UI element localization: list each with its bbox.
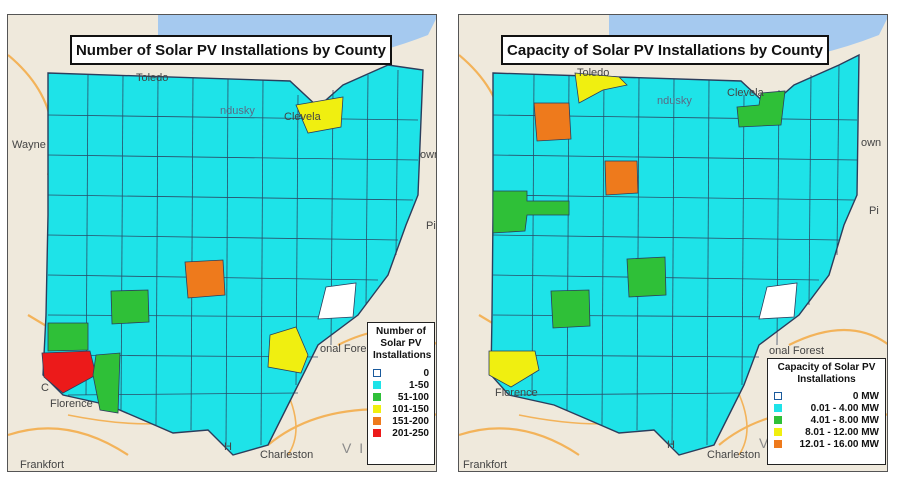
county-allen — [492, 190, 570, 234]
county-washington — [317, 282, 357, 320]
installations-map-panel: Number of Solar PV Installations by Coun… — [7, 14, 437, 472]
label-sandusky: ndusky — [220, 105, 255, 117]
ohio-state — [490, 53, 860, 456]
county-washington — [758, 282, 798, 320]
county-lucas — [574, 72, 628, 104]
legend-label: 0 MW — [852, 390, 879, 402]
legend-swatch — [373, 369, 381, 377]
county-hamilton — [41, 350, 97, 394]
county-clermont — [92, 352, 121, 414]
legend-label: 51-100 — [397, 391, 429, 403]
legend-label: 0 — [423, 367, 429, 379]
legend-item: 0 — [373, 367, 429, 379]
legend-swatch — [774, 416, 782, 424]
legend-label: 8.01 - 12.00 MW — [805, 426, 879, 438]
legend-label: 1-50 — [408, 379, 429, 391]
capacity-map-panel: Capacity of Solar PV Installations by Co… — [458, 14, 888, 472]
legend-swatch — [774, 440, 782, 448]
legend-title: Capacity of Solar PV Installations — [777, 362, 876, 385]
legend-swatch — [774, 392, 782, 400]
legend-item: 51-100 — [373, 391, 429, 403]
county-cuyahoga — [736, 90, 786, 128]
label-pi: Pi — [426, 220, 436, 232]
legend-item: 101-150 — [373, 403, 429, 415]
county-athens — [267, 326, 309, 374]
legend-item: 4.01 - 8.00 MW — [774, 414, 879, 426]
label-charleston: Charleston — [707, 449, 761, 461]
legend-item: 201-250 — [373, 427, 429, 439]
legend-label: 201-250 — [392, 427, 429, 439]
label-toledo: Toledo — [136, 72, 169, 84]
county-montgomery — [110, 289, 150, 325]
label-frankfort: Frankfort — [463, 459, 508, 471]
legend-item: 151-200 — [373, 415, 429, 427]
label-town: own — [420, 149, 436, 161]
label-cleveland: Clevela — [727, 87, 764, 99]
label-pi: Pi — [869, 205, 879, 217]
legend-item: 0.01 - 4.00 MW — [774, 402, 879, 414]
label-virginia: V — [759, 435, 769, 451]
label-frankfort: Frankfort — [20, 459, 65, 471]
legend-label: 101-150 — [392, 403, 429, 415]
label-florence: Florence — [50, 398, 93, 410]
legend-item: 8.01 - 12.00 MW — [774, 426, 879, 438]
legend-title: Number of Solar PV Installations — [373, 326, 432, 361]
legend-item: 1-50 — [373, 379, 429, 391]
label-town: own — [861, 137, 882, 149]
legend-item: 12.01 - 16.00 MW — [774, 438, 879, 450]
county-franklin — [626, 256, 667, 298]
label-c: C — [41, 382, 49, 394]
legend-swatch — [774, 404, 782, 412]
label-hn: H — [667, 439, 675, 451]
label-florence: Florence — [495, 387, 538, 399]
ohio-state — [42, 64, 424, 456]
county-cuyahoga — [295, 96, 344, 134]
legend-swatch — [373, 405, 381, 413]
county-wood — [533, 102, 572, 142]
county-butler — [47, 322, 89, 352]
map-title: Capacity of Solar PV Installations by Co… — [501, 35, 829, 65]
legend: Capacity of Solar PV Installations 0 MW … — [767, 358, 886, 465]
legend-item: 0 MW — [774, 390, 879, 402]
legend-label: 151-200 — [392, 415, 429, 427]
label-sandusky: ndusky — [657, 95, 692, 107]
label-toledo: Toledo — [577, 67, 610, 79]
county-montgomery — [550, 289, 591, 329]
legend-swatch — [774, 428, 782, 436]
label-national-forest: onal Forest — [769, 345, 825, 357]
county-franklin — [184, 259, 226, 299]
legend-label: 12.01 - 16.00 MW — [799, 438, 879, 450]
label-national-forest: onal Forest — [320, 343, 376, 355]
legend-swatch — [373, 429, 381, 437]
county-crawford — [604, 160, 639, 196]
label-wayne: Wayne — [12, 139, 46, 151]
legend-swatch — [373, 393, 381, 401]
label-hn: H — [224, 441, 232, 453]
county-hamilton — [488, 350, 540, 388]
label-charleston: Charleston — [260, 449, 314, 461]
label-cleveland: Clevela — [284, 111, 321, 123]
legend-swatch — [373, 417, 381, 425]
legend-swatch — [373, 381, 381, 389]
map-title: Number of Solar PV Installations by Coun… — [70, 35, 392, 65]
legend-label: 0.01 - 4.00 MW — [810, 402, 879, 414]
legend: Number of Solar PV Installations 0 1-50 … — [367, 322, 435, 465]
installations-map — [8, 15, 436, 471]
legend-label: 4.01 - 8.00 MW — [810, 414, 879, 426]
